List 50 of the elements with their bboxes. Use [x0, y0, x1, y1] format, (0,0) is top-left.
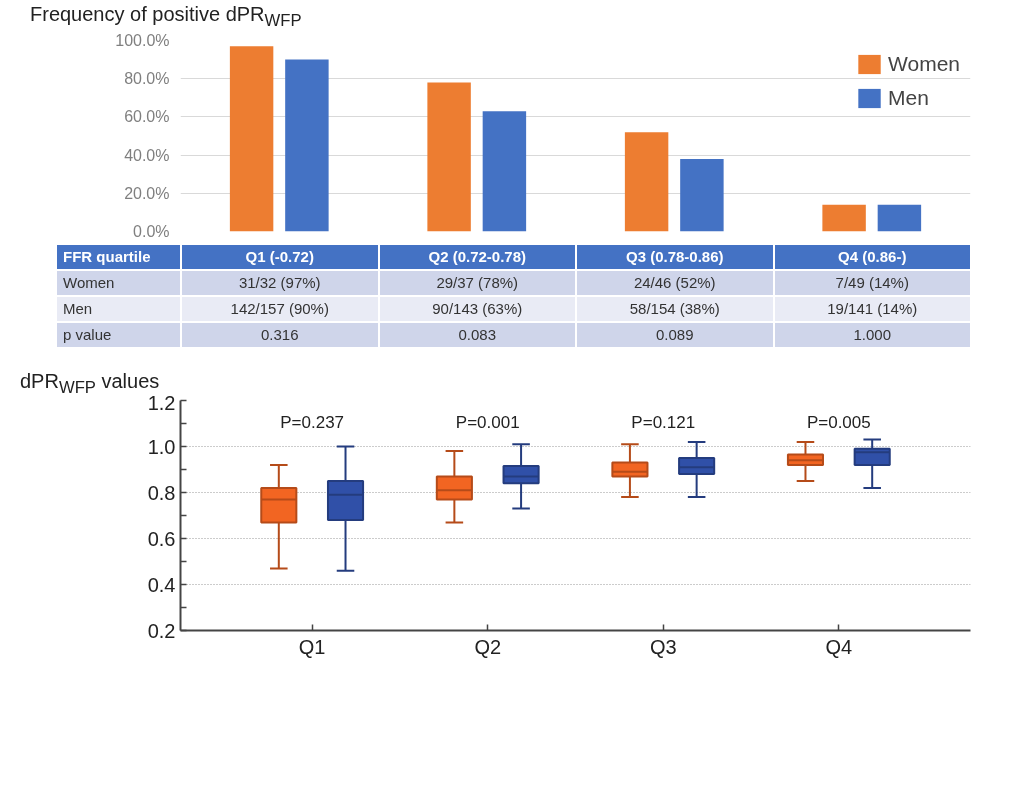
data-label: 24/46 (52%)	[576, 270, 774, 296]
bar	[229, 46, 274, 232]
data-label: 58/154 (38%)	[576, 296, 774, 322]
legend-label: Women	[888, 51, 960, 77]
data-label: 90/143 (63%)	[378, 296, 576, 322]
y-tick-label: 0.4	[147, 573, 176, 596]
y-tick-label: 20.0%	[124, 184, 170, 202]
data-label: 29/37 (78%)	[378, 270, 576, 296]
y-tick-label: 80.0%	[124, 70, 170, 88]
y-tick-label: 0.0%	[133, 223, 170, 240]
data-label: 142/157 (90%)	[181, 296, 379, 322]
annotation: P=0.001	[455, 412, 520, 432]
x-tick-label: Q1 (-0.72)	[181, 244, 379, 270]
bar	[427, 82, 471, 232]
data-label: 19/141 (14%)	[773, 296, 971, 322]
y-tick-label: 40.0%	[124, 146, 170, 164]
text: Women	[63, 274, 115, 292]
y-tick-label: 1.0	[147, 435, 176, 458]
annotation: P=0.005	[806, 412, 871, 432]
bar	[482, 111, 527, 232]
x-tick-label: Q1	[298, 635, 326, 658]
text: p value	[56, 322, 181, 348]
y-tick-label: 100.0%	[115, 32, 170, 49]
text: 0.083	[378, 322, 576, 348]
chart-title: Frequency of positive dPR$_{WFP}$	[30, 2, 302, 32]
bar	[680, 158, 724, 232]
annotation: P=0.121	[631, 412, 696, 432]
y-tick-label: 0.2	[147, 619, 176, 642]
bar	[877, 204, 922, 232]
x-tick-label: Q3	[649, 635, 677, 658]
bar	[285, 59, 329, 232]
text: 0.089	[576, 322, 774, 348]
bar	[624, 132, 669, 232]
text: Men	[63, 300, 93, 318]
text: 0.316	[181, 322, 379, 348]
annotation: P=0.237	[280, 412, 345, 432]
y-tick-label: 60.0%	[124, 108, 170, 126]
text: 1.000	[773, 322, 971, 348]
x-tick-label: Q4 (0.86-)	[773, 244, 971, 270]
legend-label: Men	[888, 85, 929, 111]
data-label: 31/32 (97%)	[181, 270, 379, 296]
y-tick-label: 0.6	[147, 527, 176, 550]
bar	[822, 204, 866, 232]
data-label: 7/49 (14%)	[773, 270, 971, 296]
x-tick-label: Q3 (0.78-0.86)	[576, 244, 774, 270]
y-tick-label: 0.8	[147, 481, 176, 504]
x-axis-title: FFR quartile	[56, 244, 181, 270]
x-tick-label: Q2 (0.72-0.78)	[378, 244, 576, 270]
x-tick-label: Q2	[474, 635, 502, 658]
x-tick-label: Q4	[825, 635, 853, 658]
